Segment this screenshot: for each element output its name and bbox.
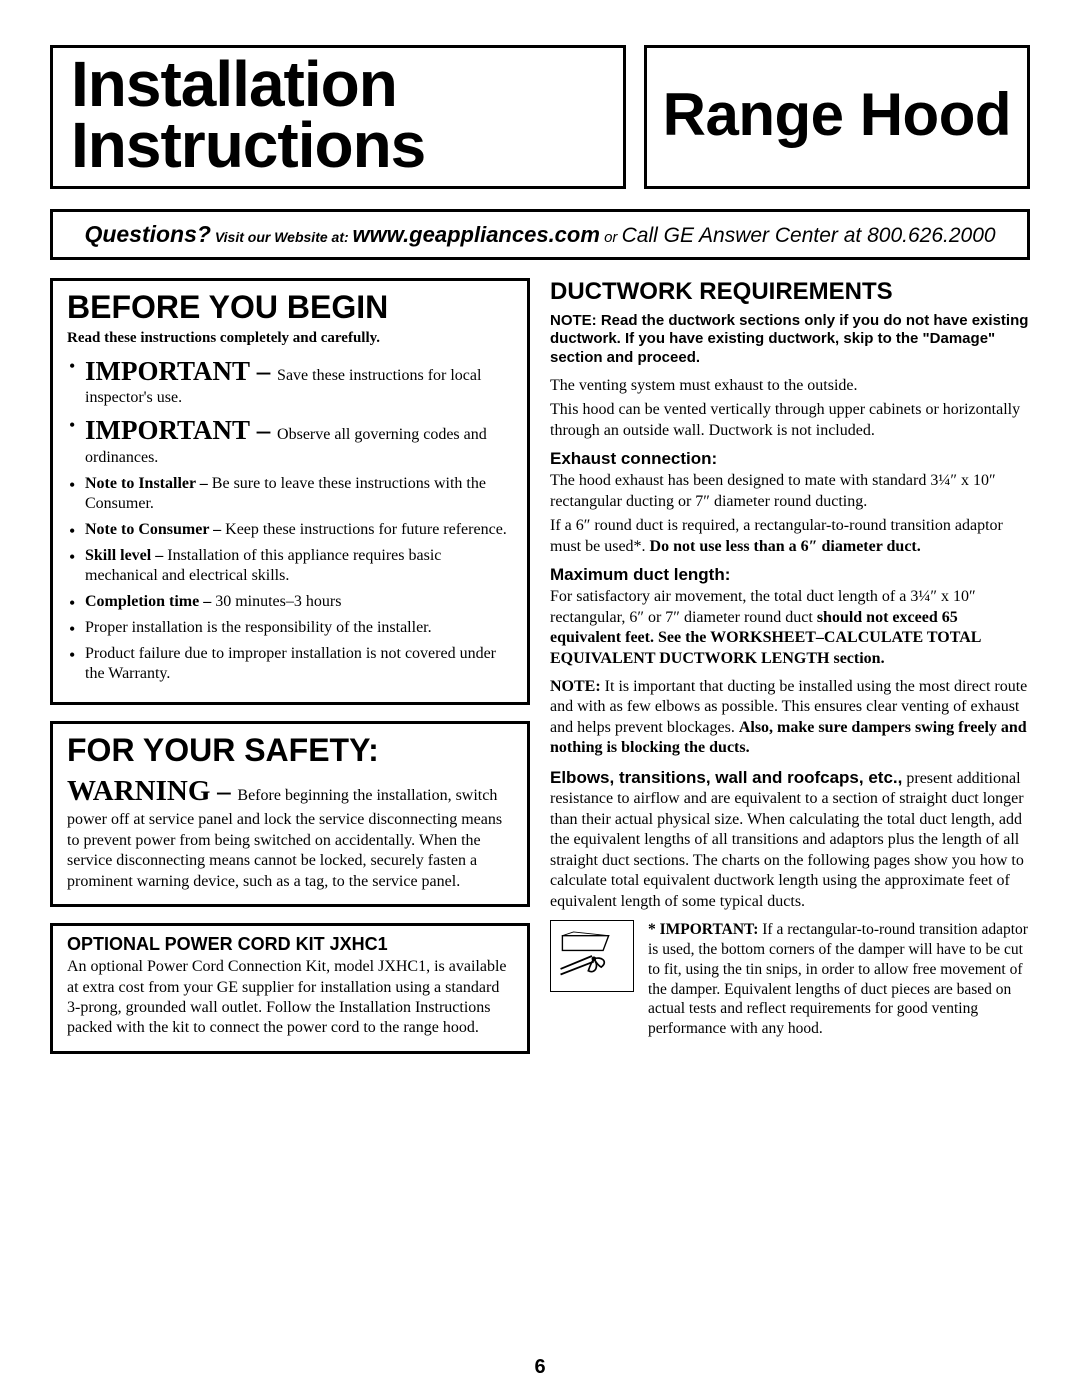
bullet-important-2: IMPORTANT – Observe all governing codes … — [67, 414, 513, 468]
exhaust-heading: Exhaust connection: — [550, 449, 1030, 469]
before-heading: BEFORE YOU BEGIN — [67, 289, 513, 326]
questions-label: Questions? — [84, 221, 211, 247]
bullet-failure: Product failure due to improper installa… — [67, 644, 513, 684]
powercord-box: OPTIONAL POWER CORD KIT JXHC1 An optiona… — [50, 923, 530, 1054]
questions-url: www.geappliances.com — [353, 222, 600, 247]
powercord-text: An optional Power Cord Connection Kit, m… — [67, 957, 513, 1039]
safety-heading: FOR YOUR SAFETY: — [67, 732, 513, 769]
exhaust-p2: If a 6″ round duct is required, a rectan… — [550, 516, 1030, 557]
main-title: Installation Instructions — [71, 54, 605, 176]
questions-box: Questions? Visit our Website at: www.gea… — [50, 209, 1030, 260]
header-row: Installation Instructions Range Hood — [50, 45, 1030, 189]
safety-box: FOR YOUR SAFETY: WARNING – Before beginn… — [50, 721, 530, 907]
elbows-paragraph: Elbows, transitions, wall and roofcaps, … — [550, 767, 1030, 912]
bullet-proper: Proper installation is the responsibilit… — [67, 618, 513, 638]
bullet-consumer: Note to Consumer – Keep these instructio… — [67, 520, 513, 540]
columns: BEFORE YOU BEGIN Read these instructions… — [50, 278, 1030, 1070]
exhaust-p1: The hood exhaust has been designed to ma… — [550, 471, 1030, 512]
title-box: Installation Instructions — [50, 45, 626, 189]
title-line-2: Instructions — [71, 109, 425, 181]
bullet-time: Completion time – 30 minutes–3 hours — [67, 592, 513, 612]
product-name: Range Hood — [663, 86, 1011, 143]
ductwork-p1: The venting system must exhaust to the o… — [550, 376, 1030, 396]
left-column: BEFORE YOU BEGIN Read these instructions… — [50, 278, 530, 1070]
questions-small: Visit our Website at: — [211, 229, 353, 245]
page-number: 6 — [0, 1356, 1080, 1379]
questions-call: Call GE Answer Center at 800.626.2000 — [622, 224, 996, 247]
before-bullets: IMPORTANT – Save these instructions for … — [67, 355, 513, 685]
before-readline: Read these instructions completely and c… — [67, 330, 513, 347]
ductwork-note2: NOTE: It is important that ducting be in… — [550, 677, 1030, 759]
questions-or: or — [600, 229, 622, 246]
product-box: Range Hood — [644, 45, 1030, 189]
powercord-heading: OPTIONAL POWER CORD KIT JXHC1 — [67, 934, 513, 955]
ductwork-note1: NOTE: Read the ductwork sections only if… — [550, 312, 1030, 368]
tin-snips-icon — [550, 920, 634, 992]
maxduct-heading: Maximum duct length: — [550, 565, 1030, 585]
bullet-installer: Note to Installer – Be sure to leave the… — [67, 474, 513, 514]
right-column: DUCTWORK REQUIREMENTS NOTE: Read the duc… — [550, 278, 1030, 1070]
maxduct-p1: For satisfactory air movement, the total… — [550, 587, 1030, 669]
ductwork-heading: DUCTWORK REQUIREMENTS — [550, 278, 1030, 306]
bullet-skill: Skill level – Installation of this appli… — [67, 546, 513, 586]
bullet-important-1: IMPORTANT – Save these instructions for … — [67, 355, 513, 409]
important-note-row: * IMPORTANT: If a rectangular-to-round t… — [550, 920, 1030, 1039]
important-note-text: * IMPORTANT: If a rectangular-to-round t… — [648, 920, 1030, 1039]
safety-text: WARNING – Before beginning the installat… — [67, 773, 513, 892]
ductwork-p2: This hood can be vented vertically throu… — [550, 400, 1030, 441]
before-you-begin-box: BEFORE YOU BEGIN Read these instructions… — [50, 278, 530, 706]
